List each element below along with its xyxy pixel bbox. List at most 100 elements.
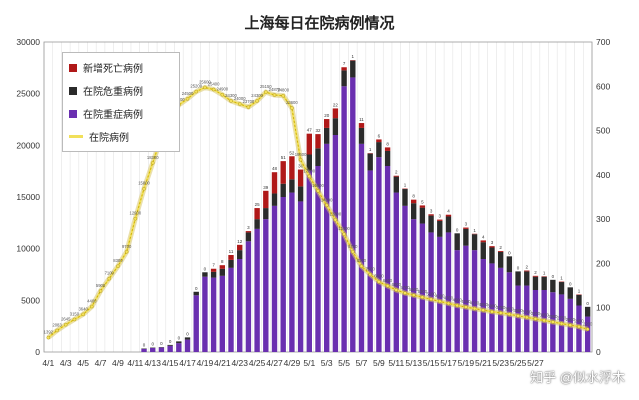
- line-point: [577, 324, 581, 329]
- line-point: [368, 272, 372, 277]
- y-left-tick-label: 30000: [16, 37, 40, 47]
- bar-severe: [219, 275, 226, 352]
- bar-critical: [219, 268, 226, 276]
- bar-severe: [193, 295, 199, 352]
- bar-data-label: 0: [186, 331, 189, 336]
- bar-critical: [254, 219, 260, 229]
- bar-deaths: [497, 251, 504, 252]
- bar-severe: [150, 348, 156, 352]
- line-point: [568, 323, 573, 327]
- line-data-label: 5100: [426, 291, 436, 296]
- bar-data-label: 5: [421, 199, 424, 204]
- line-data-label: 25400: [208, 82, 220, 87]
- x-tick-label: 4/3: [60, 358, 72, 368]
- bar-severe: [350, 77, 356, 352]
- bar-data-label: 47: [307, 128, 313, 133]
- bar-critical: [271, 193, 278, 206]
- bar-deaths: [237, 244, 243, 251]
- line-data-label: 12800: [330, 212, 342, 217]
- bar-deaths: [489, 246, 495, 248]
- line-point: [220, 92, 225, 97]
- bar-critical: [463, 228, 469, 246]
- line-data-label: 18600: [295, 152, 307, 157]
- legend-item-severe: 在院重症病例: [69, 102, 173, 125]
- bar-severe: [393, 192, 399, 352]
- line-point: [350, 249, 355, 254]
- bar-deaths: [228, 255, 234, 260]
- bar-severe: [271, 205, 278, 352]
- bar-data-label: 0: [151, 342, 154, 347]
- chart-title: 上海每日在院病例情况: [244, 15, 395, 32]
- legend-item-deaths: 新增死亡病例: [69, 56, 173, 79]
- bar-data-label: 8: [221, 259, 224, 264]
- bar-data-label: 12: [237, 239, 243, 244]
- bar-critical: [289, 179, 295, 193]
- bar-data-label: 6: [378, 133, 381, 138]
- bar-critical: [350, 60, 356, 78]
- bar-deaths: [437, 219, 443, 221]
- bar-critical: [497, 251, 504, 268]
- bar-data-label: 0: [517, 265, 520, 270]
- bar-critical: [332, 118, 339, 135]
- bar-data-label: 3: [491, 240, 494, 245]
- bar-data-label: 51: [281, 155, 287, 160]
- line-data-label: 23700: [243, 99, 255, 104]
- legend-label-severe: 在院重症病例: [83, 110, 143, 121]
- bar-deaths: [254, 208, 260, 220]
- line-point: [246, 105, 251, 109]
- bar-critical: [367, 153, 373, 171]
- bar-severe: [463, 245, 469, 352]
- bar-critical: [550, 279, 556, 293]
- line-point: [229, 99, 233, 103]
- line-data-label: 25200: [190, 84, 202, 89]
- line-point: [290, 106, 294, 110]
- y-right-tick-label: 0: [596, 347, 601, 357]
- line-data-label: 4900: [435, 293, 445, 298]
- bar-data-label: 1: [543, 270, 546, 275]
- bar-data-label: 7: [212, 263, 215, 268]
- bar-data-label: 1: [560, 276, 563, 281]
- y-left-tick-label: 5000: [21, 295, 40, 305]
- bar-critical: [376, 142, 382, 158]
- line-point: [81, 312, 85, 317]
- line-data-label: 5300: [418, 289, 428, 294]
- bar-critical: [454, 233, 460, 251]
- bar-data-label: 48: [272, 166, 278, 171]
- bar-critical: [228, 259, 234, 268]
- bar-severe: [445, 232, 452, 352]
- bar-critical: [428, 215, 434, 233]
- line-data-label: 17000: [303, 168, 315, 173]
- y-right-tick-label: 600: [596, 81, 610, 91]
- bar-data-label: 22: [333, 102, 339, 107]
- y-right-tick-label: 700: [596, 37, 610, 47]
- bar-deaths: [219, 265, 226, 269]
- line-data-label: 2083: [52, 322, 62, 327]
- bar-critical: [210, 271, 217, 278]
- bar-deaths: [480, 240, 486, 243]
- bar-critical: [184, 337, 191, 340]
- legend-label-critical: 在院危重病例: [83, 87, 143, 98]
- legend-swatch-hospitalized: [69, 135, 83, 138]
- line-point: [255, 99, 259, 103]
- legend-label-hospitalized: 在院病例: [89, 133, 129, 144]
- bar-critical: [167, 344, 173, 346]
- bar-deaths: [376, 139, 382, 143]
- x-tick-label: 5/9: [373, 358, 385, 368]
- line-data-label: 24300: [225, 93, 237, 98]
- line-point: [455, 303, 459, 308]
- bar-severe: [367, 170, 373, 352]
- x-tick-label: 4/7: [95, 358, 107, 368]
- bar-data-label: 1: [473, 228, 476, 233]
- bar-critical: [324, 127, 330, 144]
- y-left-tick-label: 15000: [16, 192, 40, 202]
- bar-severe: [410, 219, 417, 352]
- bar-severe: [289, 192, 295, 352]
- x-tick-label: 4/29: [284, 358, 301, 368]
- line-point: [281, 93, 286, 98]
- x-tick-label: 4/17: [179, 358, 196, 368]
- x-tick-label: 5/5: [338, 358, 350, 368]
- line-point: [420, 295, 425, 300]
- bar-data-label: 0: [552, 274, 555, 279]
- line-data-label: 6000: [392, 282, 402, 287]
- line-point: [394, 288, 399, 292]
